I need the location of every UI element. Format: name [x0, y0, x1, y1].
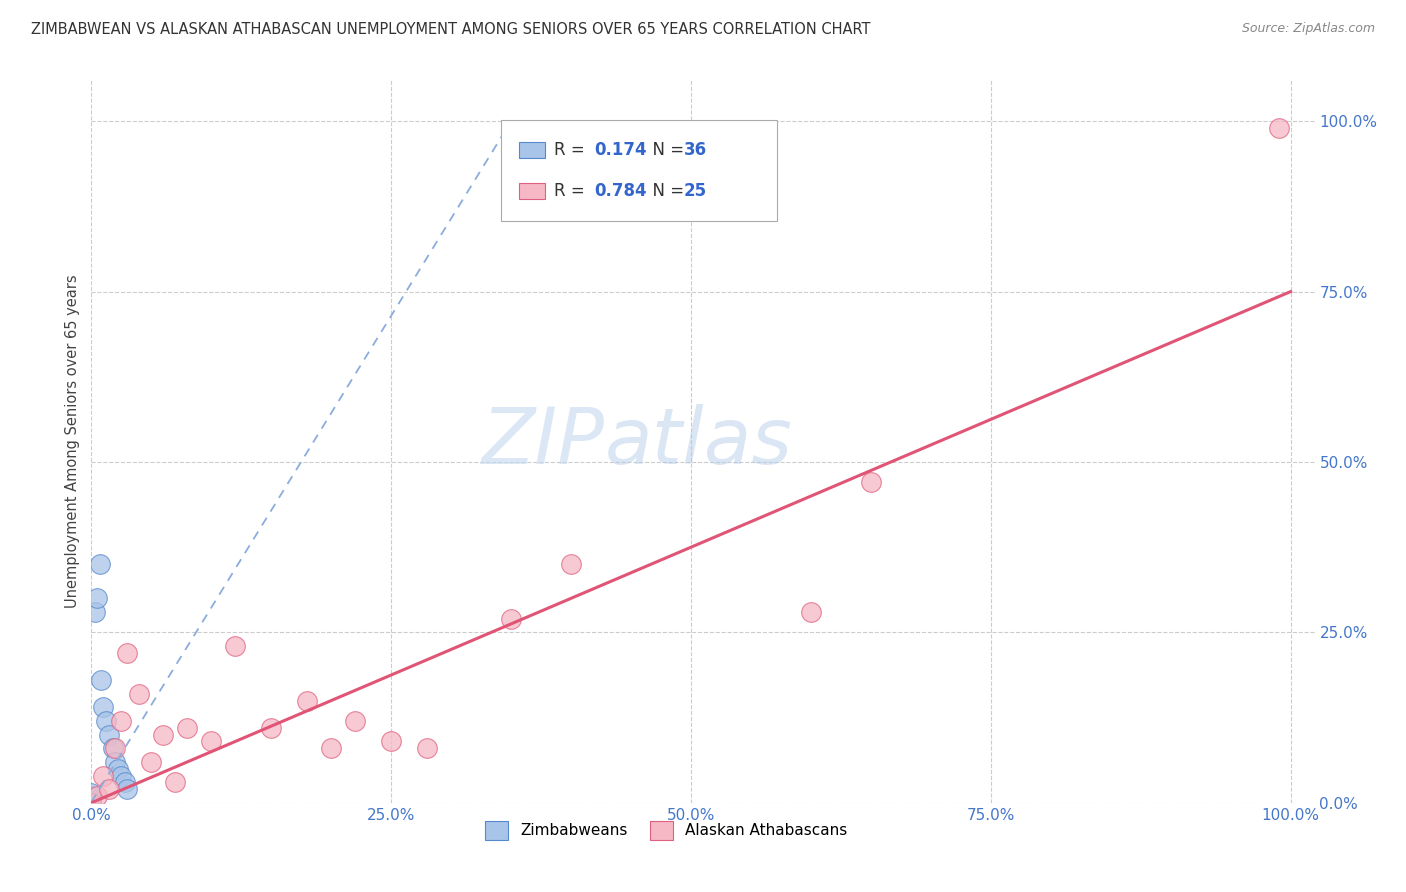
Point — [117, 782, 139, 797]
Point — [114, 775, 136, 789]
Point — [344, 714, 367, 728]
Point — [80, 796, 103, 810]
Point — [93, 700, 115, 714]
Point — [80, 796, 103, 810]
Point — [224, 639, 246, 653]
Point — [152, 728, 174, 742]
Point — [117, 646, 139, 660]
Point — [104, 755, 127, 769]
Point — [859, 475, 882, 490]
Point — [80, 796, 103, 810]
Point — [107, 762, 129, 776]
Point — [560, 558, 582, 572]
Text: R =: R = — [554, 141, 591, 159]
Text: N =: N = — [641, 141, 689, 159]
Point — [110, 768, 132, 782]
Text: R =: R = — [554, 182, 591, 200]
Point — [80, 796, 103, 810]
Point — [80, 796, 103, 810]
Point — [93, 768, 115, 782]
Point — [84, 605, 107, 619]
Point — [86, 789, 108, 803]
Point — [80, 794, 103, 808]
Point — [80, 796, 103, 810]
Text: ZIMBABWEAN VS ALASKAN ATHABASCAN UNEMPLOYMENT AMONG SENIORS OVER 65 YEARS CORREL: ZIMBABWEAN VS ALASKAN ATHABASCAN UNEMPLO… — [31, 22, 870, 37]
Point — [80, 795, 103, 809]
Point — [176, 721, 198, 735]
Y-axis label: Unemployment Among Seniors over 65 years: Unemployment Among Seniors over 65 years — [65, 275, 80, 608]
Text: 25: 25 — [683, 182, 707, 200]
Point — [501, 612, 523, 626]
Text: N =: N = — [641, 182, 689, 200]
Point — [80, 796, 103, 810]
Point — [110, 714, 132, 728]
Point — [416, 741, 439, 756]
Point — [128, 687, 150, 701]
Point — [800, 605, 823, 619]
Point — [98, 782, 121, 797]
Text: 0.784: 0.784 — [593, 182, 647, 200]
Point — [98, 728, 121, 742]
Point — [165, 775, 187, 789]
Point — [80, 796, 103, 810]
Point — [80, 795, 103, 809]
Point — [260, 721, 283, 735]
Point — [80, 796, 103, 810]
Point — [89, 558, 111, 572]
Point — [80, 796, 103, 810]
Point — [80, 796, 103, 810]
Point — [80, 794, 103, 808]
Point — [200, 734, 222, 748]
Point — [380, 734, 402, 748]
Point — [80, 789, 103, 803]
Point — [80, 786, 103, 800]
Text: 36: 36 — [683, 141, 707, 159]
Point — [80, 796, 103, 810]
Text: Source: ZipAtlas.com: Source: ZipAtlas.com — [1241, 22, 1375, 36]
Point — [80, 796, 103, 810]
Point — [321, 741, 343, 756]
Point — [297, 693, 319, 707]
Text: ZIP: ZIP — [482, 403, 605, 480]
Point — [1267, 120, 1289, 135]
Point — [141, 755, 163, 769]
Point — [86, 591, 108, 606]
Text: 0.174: 0.174 — [593, 141, 647, 159]
Text: atlas: atlas — [605, 403, 793, 480]
Point — [80, 791, 103, 805]
Point — [80, 796, 103, 810]
Point — [80, 792, 103, 806]
Point — [80, 796, 103, 810]
Point — [104, 741, 127, 756]
Point — [90, 673, 112, 687]
Legend: Zimbabweans, Alaskan Athabascans: Zimbabweans, Alaskan Athabascans — [479, 815, 853, 846]
Point — [101, 741, 124, 756]
Point — [80, 796, 103, 810]
Point — [94, 714, 117, 728]
